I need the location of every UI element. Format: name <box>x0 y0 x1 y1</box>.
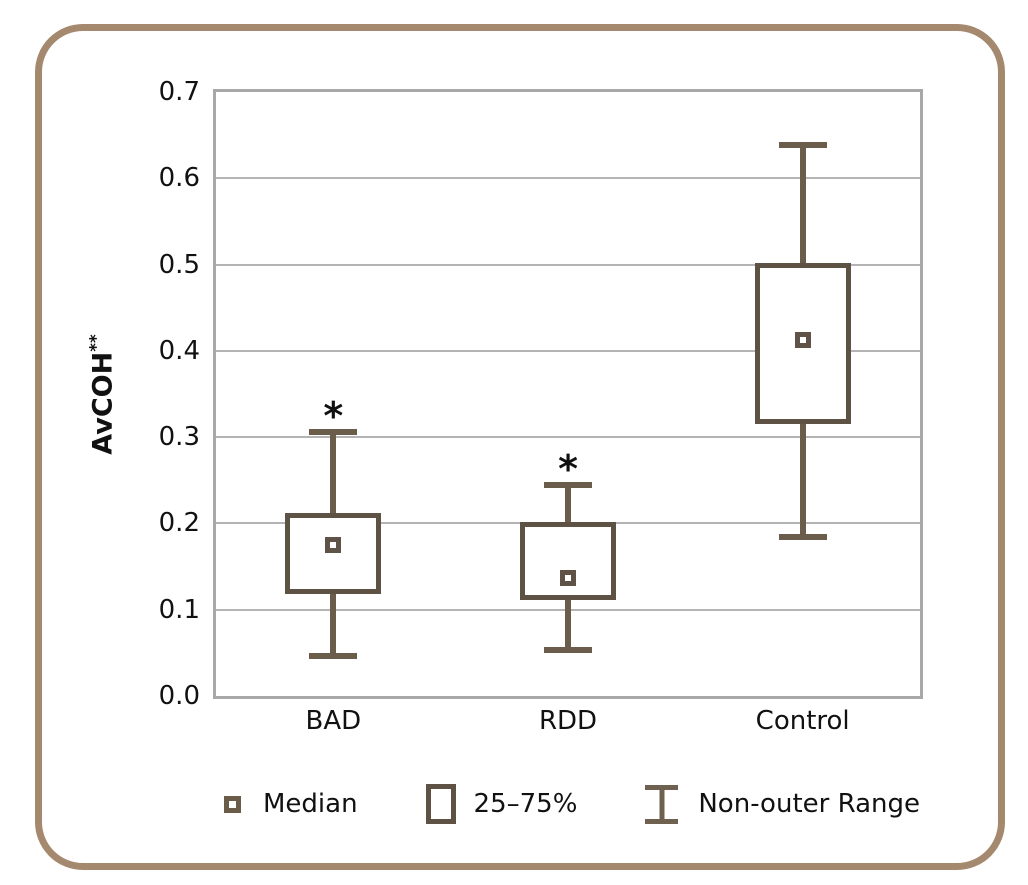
legend-label-range: Non-outer Range <box>698 789 920 819</box>
iqr-box <box>520 522 616 601</box>
y-tick-label: 0.0 <box>158 681 200 711</box>
whisker-cap-bottom <box>309 653 358 660</box>
y-tick-label: 0.2 <box>158 508 200 539</box>
whisker-cap-bottom <box>544 647 592 654</box>
legend-item-iqr: 25–75% <box>425 784 578 824</box>
median-marker <box>794 331 811 348</box>
gridline <box>216 436 920 439</box>
significance-asterisk: * <box>323 393 344 438</box>
whisker-cap-top <box>778 141 827 148</box>
median-marker <box>560 569 576 586</box>
whisker-ibeam-icon <box>645 784 679 824</box>
legend-label-median: Median <box>263 789 358 819</box>
y-axis-tick-labels: 0.0 0.1 0.2 0.3 0.4 0.5 0.6 0.7 <box>60 79 200 709</box>
x-axis-category-labels: BAD RDD Control <box>216 706 920 742</box>
median-square-icon <box>224 795 241 813</box>
legend-item-median: Median <box>224 791 358 817</box>
y-tick-label: 0.3 <box>158 422 200 453</box>
x-category-label: BAD <box>305 706 362 736</box>
figure-rounded-border <box>35 24 1005 870</box>
gridline <box>216 349 920 352</box>
legend-item-range: Non-outer Range <box>645 784 920 824</box>
gridline <box>216 177 920 180</box>
y-tick-label: 0.4 <box>158 335 200 366</box>
whisker-cap-top <box>544 481 592 488</box>
y-tick-label: 0.6 <box>158 163 200 194</box>
y-tick-label: 0.1 <box>158 594 200 625</box>
plot-area: * * <box>213 89 923 699</box>
median-marker <box>325 537 342 553</box>
legend: Median 25–75% Non-outer Range <box>224 778 920 830</box>
whisker-cap-bottom <box>778 534 827 541</box>
x-category-label: Control <box>755 706 850 736</box>
box-icon <box>425 784 456 824</box>
iqr-box <box>285 512 382 595</box>
y-tick-label: 0.5 <box>158 249 200 280</box>
y-tick-label: 0.7 <box>158 77 200 107</box>
x-category-label: RDD <box>538 706 598 736</box>
legend-label-iqr: 25–75% <box>473 789 578 819</box>
significance-asterisk: * <box>558 446 578 491</box>
whisker-cap-top <box>309 428 358 435</box>
gridline <box>216 263 920 266</box>
